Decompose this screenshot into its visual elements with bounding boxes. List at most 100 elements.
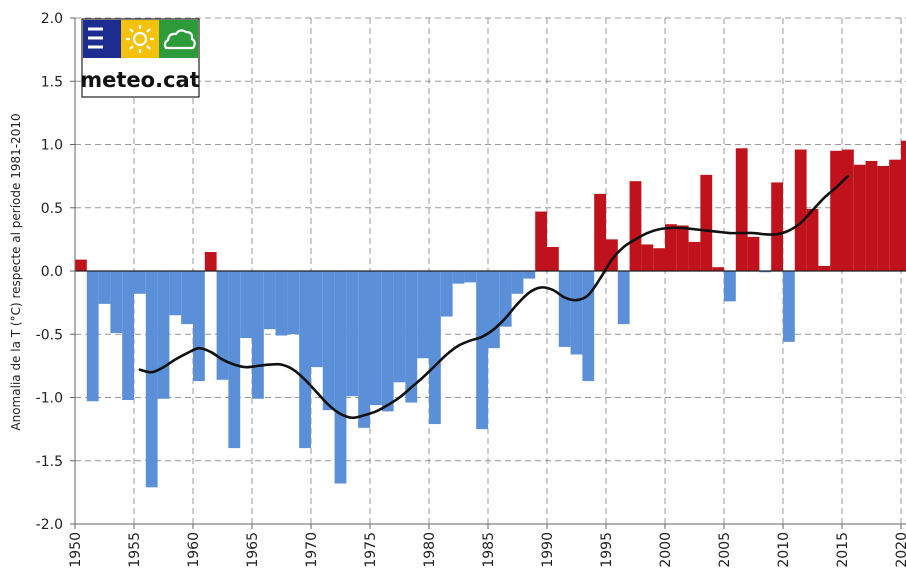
- y-tick-label: -0.5: [36, 327, 63, 343]
- bar-1995: [606, 239, 618, 271]
- x-tick-label: 1960: [186, 532, 202, 568]
- y-tick-label: 1.0: [41, 138, 63, 154]
- bar-1981: [440, 271, 453, 317]
- bar-1963: [228, 271, 241, 449]
- bar-1968: [287, 271, 300, 335]
- bar-2010: [783, 271, 795, 342]
- bar-2018: [877, 166, 890, 271]
- bar-1996: [617, 271, 630, 325]
- bar-2017: [865, 160, 878, 271]
- bar-1952: [98, 271, 111, 304]
- sun-icon: [126, 25, 154, 53]
- bar-1983: [464, 271, 477, 283]
- y-tick-labels: 2.0 1.5 1.0 0.5 0.0 -0.5 -1.0 -1.5 -2.0: [36, 11, 63, 533]
- bar-1965: [252, 271, 264, 399]
- y-tick-label: 2.0: [41, 11, 63, 27]
- x-tick-label: 1970: [304, 532, 320, 568]
- bar-1977: [393, 271, 406, 383]
- x-tick-label: 1985: [481, 532, 497, 568]
- bar-1974: [358, 271, 370, 428]
- bars-layer: [75, 140, 906, 488]
- bar-1957: [157, 271, 170, 399]
- bar-1986: [499, 271, 512, 327]
- bar-1985: [488, 271, 500, 349]
- y-tick-label: 0.5: [41, 201, 63, 217]
- bar-1994: [594, 193, 606, 271]
- bar-1960: [193, 271, 205, 382]
- bar-2009: [771, 182, 783, 271]
- bar-2011: [794, 149, 807, 271]
- bar-1975: [370, 271, 382, 406]
- bar-1978: [405, 271, 418, 403]
- y-tick-label: 0.0: [41, 264, 63, 280]
- bar-1959: [181, 271, 193, 325]
- bar-1993: [582, 271, 595, 382]
- bar-1990: [547, 246, 559, 271]
- bar-2004: [712, 267, 724, 271]
- bar-1966: [263, 271, 276, 330]
- bar-1979: [417, 271, 429, 359]
- bar-1976: [381, 271, 394, 412]
- bar-1984: [476, 271, 488, 430]
- bar-1955: [134, 271, 146, 294]
- x-tick-label: 2010: [776, 532, 792, 568]
- bar-1971: [322, 271, 335, 411]
- bar-1988: [523, 271, 536, 279]
- bar-1967: [275, 271, 288, 336]
- bar-1987: [511, 271, 524, 294]
- logo-text: meteo.cat: [80, 68, 199, 92]
- x-tick-label: 2005: [717, 532, 733, 568]
- bar-1953: [110, 271, 123, 333]
- axes-layer: [70, 17, 906, 529]
- x-tick-label: 1990: [540, 532, 556, 568]
- y-tick-label: 1.5: [41, 74, 63, 90]
- bar-2007: [747, 236, 760, 271]
- bar-2005: [724, 271, 736, 302]
- bar-1962: [216, 271, 229, 380]
- y-tick-label: -1.5: [36, 454, 63, 470]
- bar-1998: [641, 244, 654, 271]
- bar-1992: [570, 271, 583, 355]
- meteocat-logo: meteo.cat: [80, 18, 200, 98]
- bar-1970: [311, 271, 323, 368]
- bar-1954: [122, 271, 134, 401]
- x-tick-label: 2015: [835, 532, 851, 568]
- bar-2012: [806, 209, 819, 271]
- bar-2020: [901, 140, 906, 271]
- y-axis-label: Anomalia de la T (°C) respecte al períod…: [9, 113, 23, 430]
- x-tick-label: 2000: [658, 532, 674, 568]
- bar-1956: [145, 271, 158, 488]
- bar-1997: [629, 181, 642, 271]
- menu-lines-icon: [88, 27, 103, 49]
- x-tick-labels: 1950 1955 1960 1965 1970 1975 1980 1985 1990 1995…: [68, 532, 906, 568]
- bar-1973: [346, 271, 359, 397]
- x-tick-label: 1980: [422, 532, 438, 568]
- bar-2006: [735, 148, 748, 271]
- bar-2000: [665, 224, 677, 271]
- bar-1980: [429, 271, 441, 425]
- bar-2016: [853, 164, 866, 271]
- bar-2003: [700, 174, 713, 271]
- bar-1951: [86, 271, 99, 402]
- y-tick-label: -2.0: [36, 517, 63, 533]
- bar-1961: [204, 252, 217, 271]
- x-tick-label: 1955: [127, 532, 143, 568]
- bar-1964: [240, 271, 252, 339]
- bar-2014: [830, 150, 842, 271]
- bar-1972: [334, 271, 347, 484]
- bar-1969: [299, 271, 311, 449]
- smoothed-trend-line: [138, 174, 850, 420]
- bar-2013: [818, 265, 831, 271]
- bar-2002: [688, 241, 701, 271]
- x-tick-label: 1995: [599, 532, 615, 568]
- bar-2019: [889, 159, 901, 271]
- bar-1989: [535, 211, 547, 271]
- bar-1950: [75, 259, 87, 271]
- x-tick-label: 1965: [245, 532, 261, 568]
- x-tick-label: 1975: [363, 532, 379, 568]
- bar-2001: [676, 225, 689, 271]
- bar-2015: [842, 149, 854, 271]
- x-tick-label: 1950: [68, 532, 84, 568]
- cloud-icon: [163, 29, 196, 50]
